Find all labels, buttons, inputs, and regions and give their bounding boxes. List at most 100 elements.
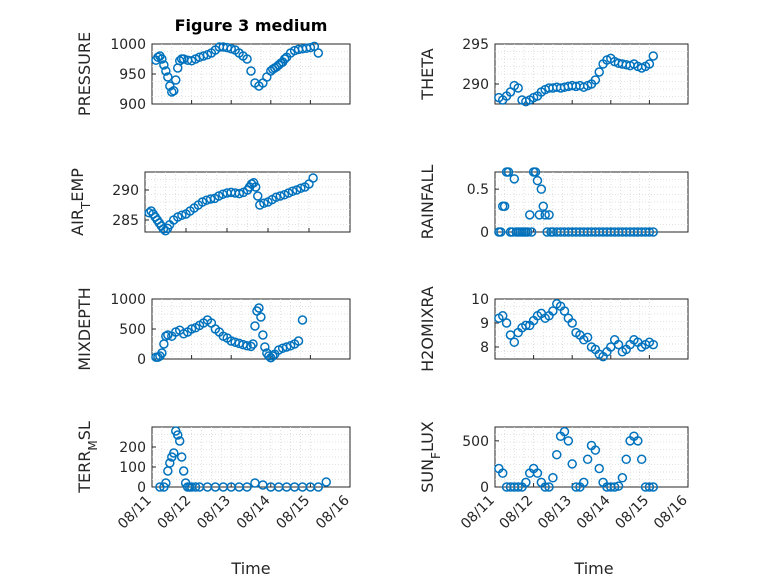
data-point [305, 42, 316, 53]
data-point [613, 339, 624, 350]
data-point [590, 445, 601, 455]
data-point [621, 454, 631, 465]
data-point [234, 188, 245, 199]
x-tick-label: 08/12 [497, 493, 537, 533]
y-tick-label: 1000 [110, 292, 146, 308]
data-point [582, 454, 593, 465]
data-point [205, 194, 216, 204]
data-point [260, 342, 270, 352]
data-point [321, 477, 331, 487]
data-point [513, 482, 523, 492]
data-point [526, 227, 537, 237]
data-point [544, 210, 554, 220]
data-point [523, 227, 533, 237]
y-axis-label: TERRMSL [75, 421, 100, 494]
y-axis-label: MIXDEPTH [75, 287, 94, 370]
y-axis-label: RAINFALL [418, 165, 437, 240]
x-tick-label: 08/13 [535, 493, 575, 533]
data-point [567, 318, 577, 328]
data-point [613, 481, 624, 491]
data-point [542, 227, 552, 237]
data-point [159, 60, 169, 70]
x-tick-label: 08/15 [273, 493, 313, 533]
data-point [226, 44, 236, 54]
data-point [636, 454, 647, 465]
data-point [297, 315, 308, 325]
data-point [617, 473, 628, 483]
data-point [648, 482, 659, 492]
data-point [594, 463, 604, 474]
y-axis-label: PRESSURE [75, 32, 94, 116]
y-tick-label: 0 [480, 225, 489, 241]
subplot-4: 0 0.5 RAINFALL [418, 165, 689, 241]
data-point [644, 482, 655, 492]
subplot-3: 285 290 AIRTEMP [68, 168, 351, 236]
data-point [246, 341, 256, 352]
data-point [534, 210, 545, 220]
data-point [186, 324, 197, 334]
data-point [313, 482, 324, 492]
subplot-2: 290 295 THETA [418, 37, 689, 107]
data-point [163, 330, 173, 340]
y-tick-label: 295 [462, 37, 489, 53]
data-point [648, 51, 659, 61]
y-tick-label: 290 [462, 77, 489, 93]
y-tick-label: 0 [480, 480, 489, 496]
data-point [275, 191, 286, 201]
y-axis-label: AIRTEMP [68, 168, 93, 236]
data-point [509, 174, 520, 184]
x-tick-label: 08/14 [574, 492, 614, 532]
data-point [521, 477, 531, 488]
data-point [538, 201, 548, 212]
data-point [254, 303, 264, 313]
data-point [242, 482, 252, 492]
x-tick-label: 08/16 [651, 492, 691, 532]
data-point [171, 75, 181, 85]
data-point [571, 482, 581, 492]
data-point [256, 312, 266, 322]
data-point [296, 183, 306, 193]
y-tick-label: 100 [119, 460, 146, 476]
y-axis-label: SUNFLUX [418, 421, 443, 493]
data-point [509, 337, 520, 347]
x-tick-label: 08/16 [313, 492, 353, 532]
subplot-5: 0 500 1000 MIXDEPTH [75, 287, 351, 371]
y-tick-label: 500 [119, 322, 146, 338]
data-point [644, 59, 655, 69]
data-point [644, 227, 655, 237]
data-point [594, 67, 604, 77]
subplot-1: 900 950 1000 PRESSURE [75, 32, 351, 116]
y-tick-label: 500 [462, 434, 489, 450]
data-point [544, 482, 554, 492]
x-tick-label: 08/11 [115, 493, 155, 533]
data-point [242, 341, 252, 351]
y-tick-label: 1000 [110, 37, 146, 53]
data-point [250, 321, 260, 331]
y-tick-label: 0 [137, 480, 146, 496]
subplot-6: 8 9 10 H2OMIXRA [418, 286, 689, 372]
data-point [190, 482, 201, 492]
y-tick-label: 950 [119, 67, 146, 83]
data-point [497, 311, 508, 321]
data-point [559, 426, 570, 437]
y-tick-label: 9 [480, 316, 489, 332]
data-point [242, 54, 252, 64]
data-point [172, 430, 183, 440]
y-tick-label: 10 [471, 292, 489, 308]
y-tick-label: 8 [480, 340, 489, 356]
data-point [536, 184, 547, 194]
data-point [552, 449, 562, 460]
data-point [497, 468, 508, 478]
data-point [648, 339, 659, 350]
data-point [268, 351, 278, 361]
data-point [279, 54, 290, 64]
y-axis-label: THETA [418, 48, 437, 100]
data-point [258, 330, 268, 340]
data-point [157, 348, 167, 358]
data-point [563, 436, 574, 446]
data-point [524, 210, 535, 220]
data-point [532, 175, 543, 186]
data-point [499, 201, 510, 212]
data-point [248, 339, 258, 349]
